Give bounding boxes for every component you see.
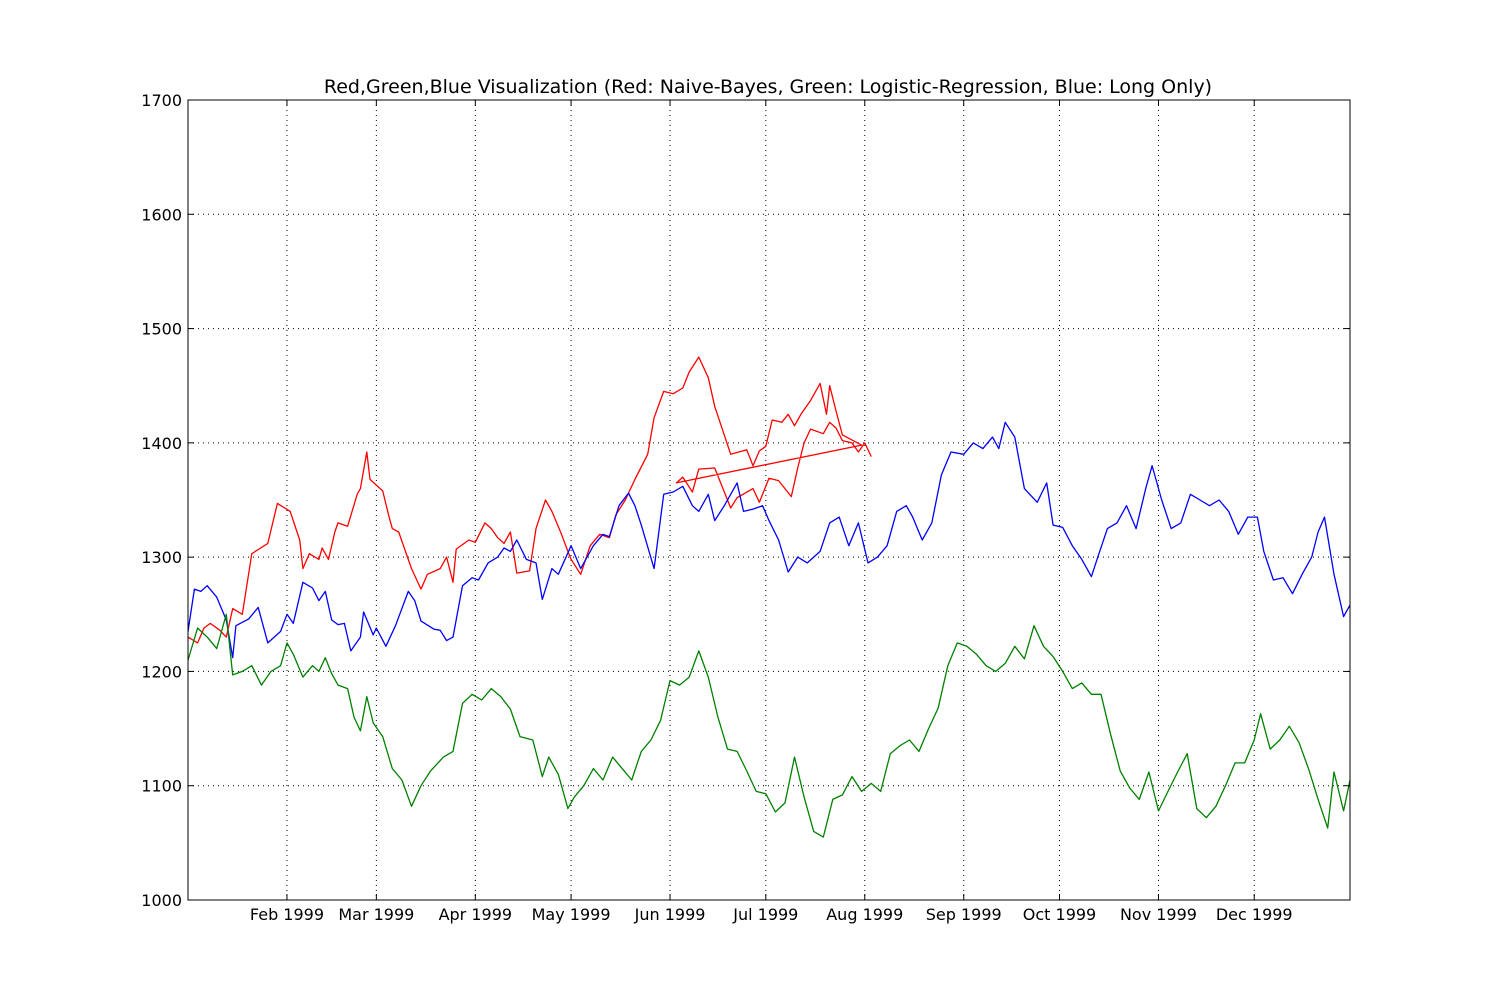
y-tick-labels: 1000 1100 1200 1300 1400 1500 1600 1700: [141, 91, 182, 910]
y-tick-label: 1000: [141, 891, 182, 910]
y-tick-label: 1200: [141, 662, 182, 681]
y-tick-label: 1100: [141, 777, 182, 796]
series-line-red: [187, 356, 872, 644]
chart-title: Red,Green,Blue Visualization (Red: Naive…: [324, 76, 1212, 98]
series-line-green: [187, 613, 1351, 838]
x-tick-label: Mar 1999: [338, 905, 414, 924]
series-layer: [187, 356, 1351, 838]
x-tick-label: Sep 1999: [926, 905, 1002, 924]
x-tick-label: Dec 1999: [1216, 905, 1293, 924]
x-tick-label: Jun 1999: [634, 905, 706, 924]
x-tick-label: Aug 1999: [826, 905, 903, 924]
x-tick-label: Apr 1999: [439, 905, 512, 924]
x-tick-label: May 1999: [532, 905, 611, 924]
axis-ticks: [188, 99, 1350, 901]
y-tick-label: 1300: [141, 548, 182, 567]
x-tick-labels: Feb 1999 Mar 1999 Apr 1999 May 1999 Jun 1999…: [250, 905, 1293, 924]
y-tick-label: 1500: [141, 320, 182, 339]
x-tick-label: Feb 1999: [250, 905, 324, 924]
y-tick-label: 1700: [141, 91, 182, 110]
grid-lines: [188, 100, 1350, 900]
y-tick-label: 1600: [141, 205, 182, 224]
y-tick-label: 1400: [141, 434, 182, 453]
plot-area-frame: [187, 99, 1351, 901]
x-tick-label: Jul 1999: [732, 905, 798, 924]
x-tick-label: Oct 1999: [1023, 905, 1096, 924]
x-tick-label: Nov 1999: [1120, 905, 1197, 924]
series-line-blue: [187, 421, 1351, 659]
